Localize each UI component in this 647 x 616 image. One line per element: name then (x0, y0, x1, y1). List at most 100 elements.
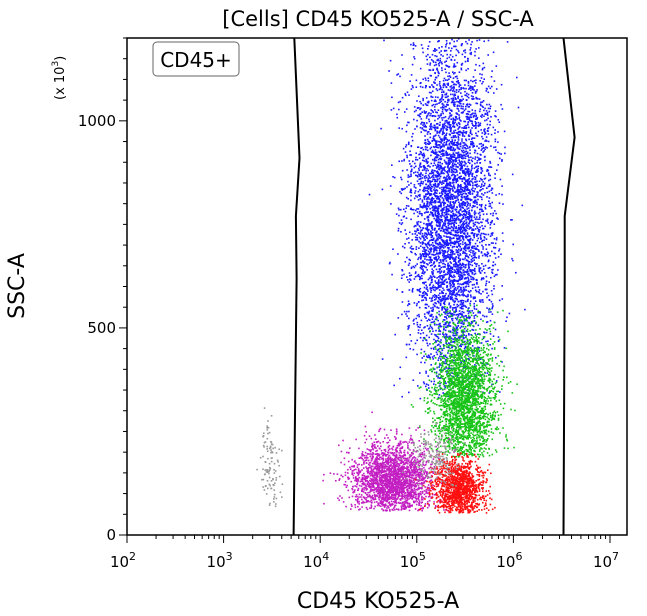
data-point (448, 278, 451, 281)
data-point (502, 203, 504, 205)
data-point (440, 325, 443, 328)
data-point (410, 154, 412, 156)
data-point (441, 212, 443, 215)
data-point (439, 205, 442, 208)
data-point (440, 192, 443, 194)
data-point (434, 164, 437, 166)
data-point (457, 143, 460, 145)
data-point (453, 66, 456, 68)
data-point (476, 248, 478, 250)
data-point (442, 149, 444, 151)
data-point (436, 178, 439, 180)
data-point (431, 328, 434, 330)
data-point (483, 109, 485, 112)
data-point (454, 97, 456, 99)
data-point (448, 282, 451, 285)
data-point (417, 232, 420, 234)
data-point (418, 301, 420, 303)
data-point (424, 303, 427, 306)
data-point (432, 284, 435, 287)
data-point (461, 132, 464, 135)
data-point (467, 276, 469, 279)
data-point (419, 275, 421, 278)
data-point (451, 266, 453, 269)
data-point (471, 245, 474, 248)
data-point (447, 83, 449, 86)
data-point (498, 121, 501, 123)
data-point (446, 171, 448, 173)
data-point (443, 242, 446, 245)
data-point (432, 201, 434, 204)
data-point (442, 172, 444, 174)
data-point (490, 276, 492, 279)
data-point (489, 213, 492, 215)
data-point (454, 234, 457, 236)
data-point (458, 293, 461, 296)
data-point (466, 260, 469, 262)
data-point (429, 224, 431, 227)
data-point (461, 314, 463, 316)
data-point (468, 162, 471, 164)
data-point (442, 202, 445, 205)
data-point (459, 258, 461, 261)
data-point (452, 72, 455, 75)
data-point (425, 211, 427, 213)
data-point (404, 187, 406, 190)
data-point (453, 186, 456, 188)
data-point (409, 150, 411, 153)
data-point (450, 136, 453, 139)
data-point (426, 104, 429, 107)
data-point (457, 352, 459, 354)
data-point (467, 256, 470, 259)
data-point (425, 207, 428, 209)
data-point (451, 101, 454, 103)
data-point (468, 240, 471, 242)
data-point (406, 276, 408, 278)
data-point (465, 103, 468, 106)
data-point (483, 174, 486, 177)
data-point (464, 183, 467, 185)
data-point (422, 97, 424, 100)
data-point (423, 222, 425, 225)
data-point (481, 299, 483, 301)
data-point (489, 227, 492, 229)
data-point (485, 280, 488, 282)
data-point (401, 301, 404, 303)
data-point (486, 255, 489, 258)
data-point (468, 212, 471, 214)
data-point (449, 157, 451, 160)
data-point (489, 162, 492, 164)
data-point (463, 334, 466, 336)
data-point (432, 310, 434, 312)
data-point (475, 314, 477, 316)
data-point (512, 243, 514, 246)
data-point (459, 337, 461, 339)
data-point (466, 232, 469, 234)
data-point (445, 362, 448, 365)
data-point (455, 116, 457, 118)
data-point (405, 207, 407, 209)
data-point (457, 137, 460, 139)
data-point (458, 269, 460, 271)
data-point (443, 212, 446, 214)
data-point (464, 143, 467, 146)
data-point (466, 208, 468, 210)
data-point (446, 256, 449, 259)
data-point (468, 110, 471, 113)
data-point (478, 264, 480, 267)
data-point (472, 269, 475, 272)
data-point (427, 131, 430, 133)
data-point (471, 189, 474, 192)
data-point (472, 112, 474, 115)
data-point (478, 289, 481, 291)
data-point (493, 146, 495, 149)
data-point (503, 347, 506, 349)
data-point (433, 189, 435, 191)
data-point (429, 259, 432, 262)
data-point (419, 189, 421, 191)
data-point (466, 201, 469, 203)
data-point (499, 157, 501, 160)
data-point (456, 313, 459, 316)
data-point (459, 267, 461, 269)
data-point (468, 250, 471, 252)
